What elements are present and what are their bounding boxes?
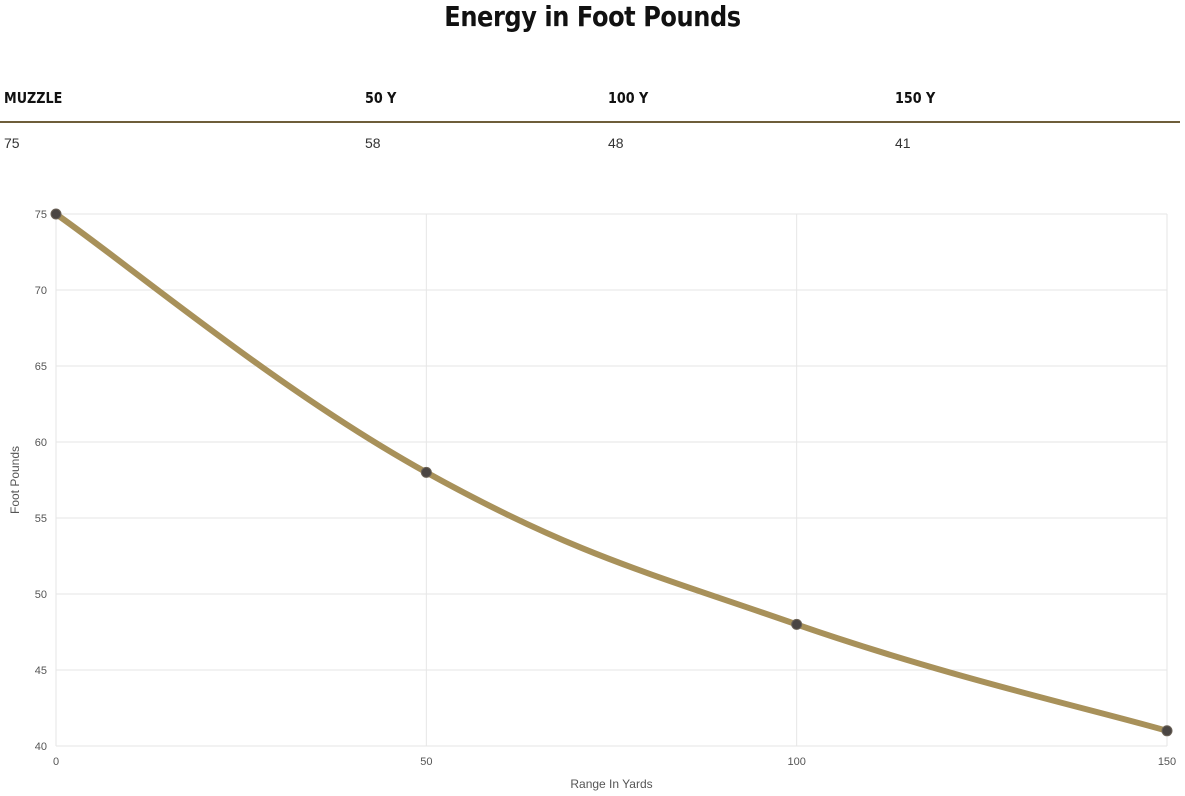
y-tick-label: 45 [35, 665, 47, 677]
y-tick-label: 70 [35, 285, 47, 297]
chart-ticks: 40 45 50 55 60 65 70 75 0 50 100 150 [35, 209, 1176, 768]
x-tick-label: 0 [53, 756, 59, 768]
header-150y: 150 Y [895, 89, 936, 107]
y-tick-label: 75 [35, 209, 47, 221]
y-tick-label: 50 [35, 589, 47, 601]
value-muzzle: 75 [4, 135, 20, 151]
y-tick-label: 60 [35, 437, 47, 449]
x-tick-label: 150 [1158, 756, 1176, 768]
data-point [1161, 725, 1173, 737]
series-line [53, 211, 1170, 734]
chart-series [50, 208, 1173, 737]
table-row: 75 58 48 41 [0, 129, 1180, 159]
chart-title: Energy in Foot Pounds [444, 0, 741, 33]
data-point [50, 208, 62, 220]
energy-table: MUZZLE 50 Y 100 Y 150 Y 75 58 48 41 [0, 84, 1180, 151]
x-axis-label: Range In Yards [570, 777, 652, 791]
x-tick-label: 50 [420, 756, 432, 768]
chart-grid [55, 213, 1168, 747]
table-divider [0, 121, 1180, 123]
value-150y: 41 [895, 135, 911, 151]
header-50y: 50 Y [365, 89, 397, 107]
y-tick-label: 65 [35, 361, 47, 373]
data-point [420, 466, 432, 478]
y-axis-label: Foot Pounds [8, 446, 22, 514]
value-50y: 58 [365, 135, 381, 151]
value-100y: 48 [608, 135, 624, 151]
data-point [791, 618, 803, 630]
y-tick-label: 55 [35, 513, 47, 525]
header-100y: 100 Y [608, 89, 649, 107]
y-tick-label: 40 [35, 741, 47, 753]
x-tick-label: 100 [787, 756, 805, 768]
header-muzzle: MUZZLE [4, 89, 63, 107]
table-header-row: MUZZLE 50 Y 100 Y 150 Y [0, 84, 1180, 114]
energy-line-chart: 40 45 50 55 60 65 70 75 0 50 100 150 Range In Yards… [8, 208, 1176, 791]
